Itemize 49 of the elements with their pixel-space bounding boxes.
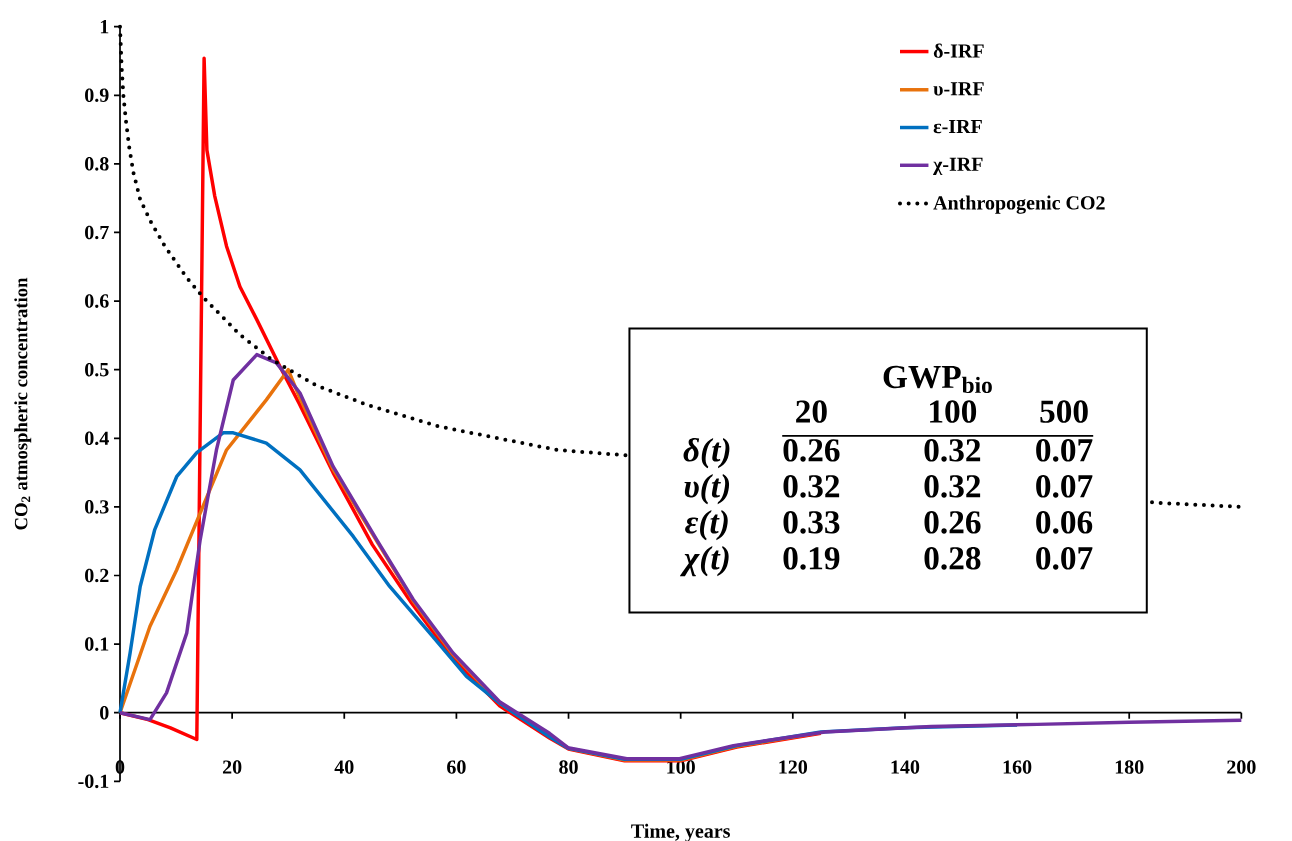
legend-label: Anthropogenic CO2 [933,195,1105,214]
y-tick-label: 0 [100,705,109,720]
y-tick-label: 0.1 [85,637,109,651]
annotation: υ(t) [684,473,730,505]
annotation: 100 [930,400,977,423]
annotation: 0.19 [783,546,840,570]
x-tick-label: 200 [1227,760,1256,774]
annotation: 0.06 [1036,510,1093,534]
annotation: ε(t) [685,509,728,541]
y-tick-label: 0.9 [85,88,109,102]
annotation: δ(t) [683,437,730,469]
x-tick-label: 160 [1003,760,1032,774]
annotation: 500 [1040,400,1088,423]
x-tick-label: 140 [891,760,920,774]
y-axis-title: CO$_{2}$ atmospheric concentration [14,277,32,530]
y-tick-label: 0.7 [85,225,109,240]
annotation: 0.28 [924,546,981,570]
x-axis-title: Time, years [631,823,730,841]
annotation: 0.07 [1036,438,1093,462]
x-tick-label: 80 [559,760,578,774]
annotation: 0.33 [783,510,840,534]
y-tick-label: 0.6 [85,294,109,308]
annotation: 0.07 [1036,474,1093,498]
line-series [118,352,1244,761]
x-tick-label: 60 [447,760,466,774]
annotation: 0.32 [924,474,981,498]
annotation: χ(t) [679,545,729,577]
y-tick-label: 0.8 [85,156,109,171]
x-tick-label: 40 [334,760,354,774]
y-tick-label: 0.5 [85,362,109,377]
y-tick-label: 1 [100,19,109,34]
legend-label: χ-IRF [933,157,983,175]
y-tick-label: 0.3 [85,499,109,514]
annotation: 0.07 [1036,546,1093,570]
y-tick-label: -0.1 [78,774,109,788]
legend-label: δ-IRF [933,43,984,58]
annotation: 0.32 [783,474,840,498]
annotation: 20 [796,400,827,423]
legend-label: ε-IRF [933,119,982,134]
x-tick-label: 120 [779,760,808,774]
annotation: GWP$_{bio}$ [883,365,992,393]
annotation: 0.26 [783,438,840,462]
y-tick-label: 0.4 [85,431,109,445]
x-tick-label: 180 [1115,760,1144,774]
annotation: 0.32 [924,438,981,462]
legend-label: υ-IRF [933,82,984,96]
y-tick-label: 0.2 [85,568,109,583]
annotation: 0.26 [924,510,981,534]
x-tick-label: 20 [222,760,242,774]
